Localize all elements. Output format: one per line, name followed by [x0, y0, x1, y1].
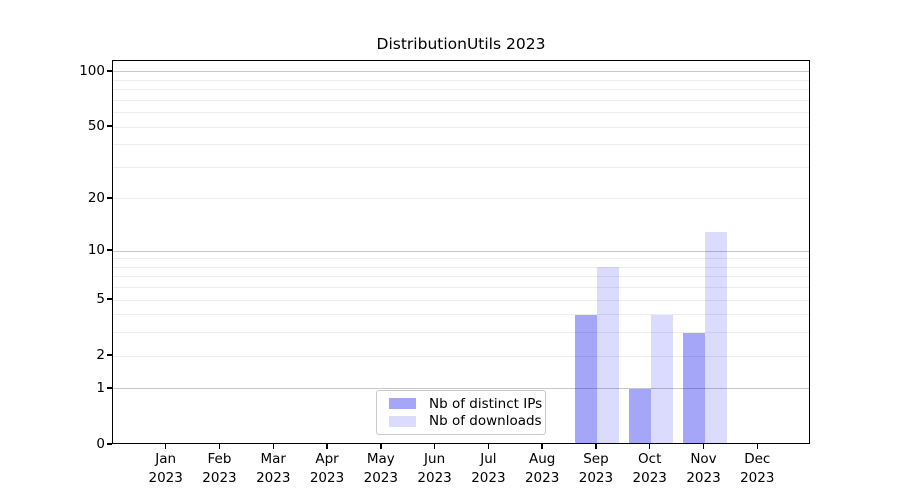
bar-nb-of-distinct-ips-sep [574, 314, 597, 444]
minor-gridline [113, 89, 809, 91]
x-tick-label: Apr 2023 [309, 451, 345, 486]
plot-area [112, 60, 810, 444]
minor-gridline [113, 266, 809, 268]
x-tick-label: Jul 2023 [471, 451, 506, 486]
bar-nb-of-downloads-oct [650, 314, 673, 444]
y-tick-mark [106, 354, 112, 356]
legend-swatch-nb-of-downloads [389, 415, 416, 427]
legend-label: Nb of distinct IPs [429, 395, 543, 412]
minor-gridline [113, 166, 809, 168]
x-tick-label: Feb 2023 [202, 451, 237, 486]
minor-gridline [113, 99, 809, 101]
y-tick-label: 10 [87, 242, 105, 259]
x-tick-label: Dec 2023 [740, 451, 775, 486]
x-tick-label: Jan 2023 [148, 451, 183, 486]
x-tick-label: Aug 2023 [524, 451, 560, 486]
x-tick-label: Oct 2023 [632, 451, 667, 486]
x-tick-mark [433, 444, 436, 449]
legend-label: Nb of downloads [429, 413, 542, 430]
x-tick-mark [272, 444, 274, 449]
legend: Nb of distinct IPs Nb of downloads [376, 390, 546, 435]
y-tick-label: 50 [87, 118, 105, 135]
bar-nb-of-downloads-sep [596, 267, 619, 444]
x-tick-mark [164, 444, 167, 449]
minor-gridline [113, 276, 809, 278]
minor-gridline [113, 112, 809, 114]
x-tick-mark [702, 444, 705, 449]
minor-gridline [113, 314, 809, 316]
y-tick-label: 20 [87, 189, 105, 206]
x-tick-mark [218, 444, 221, 449]
minor-gridline [113, 79, 809, 81]
minor-gridline [113, 126, 809, 128]
y-tick-mark [106, 70, 112, 72]
x-tick-mark [541, 444, 543, 449]
x-tick-label: May 2023 [363, 451, 398, 486]
minor-gridline [113, 299, 809, 301]
major-gridline [113, 250, 809, 252]
x-tick-mark [487, 444, 490, 449]
minor-gridline [113, 258, 809, 260]
y-tick-label: 0 [96, 436, 105, 452]
y-tick-mark [106, 125, 112, 127]
legend-row: Nb of distinct IPs [383, 395, 543, 412]
legend-swatch-nb-of-distinct-ips [389, 398, 416, 410]
y-tick-label: 100 [79, 62, 105, 79]
legend-row: Nb of downloads [383, 413, 542, 430]
major-gridline [113, 388, 809, 390]
x-tick-label: Mar 2023 [256, 451, 291, 486]
minor-gridline [113, 144, 809, 146]
y-tick-mark [106, 298, 112, 300]
y-tick-mark [106, 197, 112, 199]
x-tick-mark [326, 444, 328, 449]
bar-nb-of-distinct-ips-oct [628, 388, 651, 444]
bar-nb-of-distinct-ips-nov [682, 332, 705, 444]
y-tick-mark [106, 443, 112, 445]
y-tick-mark [106, 387, 112, 389]
bar-nb-of-downloads-nov [704, 231, 727, 444]
minor-gridline [113, 332, 809, 334]
chart-title: DistributionUtils 2023 [376, 35, 546, 53]
minor-gridline [113, 355, 809, 357]
x-tick-mark [595, 444, 597, 449]
y-tick-mark [106, 249, 112, 251]
y-tick-label: 1 [96, 379, 105, 396]
x-tick-mark [756, 444, 759, 449]
minor-gridline [113, 198, 809, 200]
x-tick-label: Jun 2023 [417, 451, 452, 486]
y-tick-label: 2 [96, 347, 105, 364]
x-tick-mark [380, 444, 382, 449]
x-tick-label: Nov 2023 [686, 451, 721, 486]
minor-gridline [113, 287, 809, 289]
y-tick-label: 5 [96, 291, 105, 308]
x-tick-mark [648, 444, 651, 449]
x-tick-label: Sep 2023 [578, 451, 614, 486]
major-gridline [113, 71, 809, 73]
